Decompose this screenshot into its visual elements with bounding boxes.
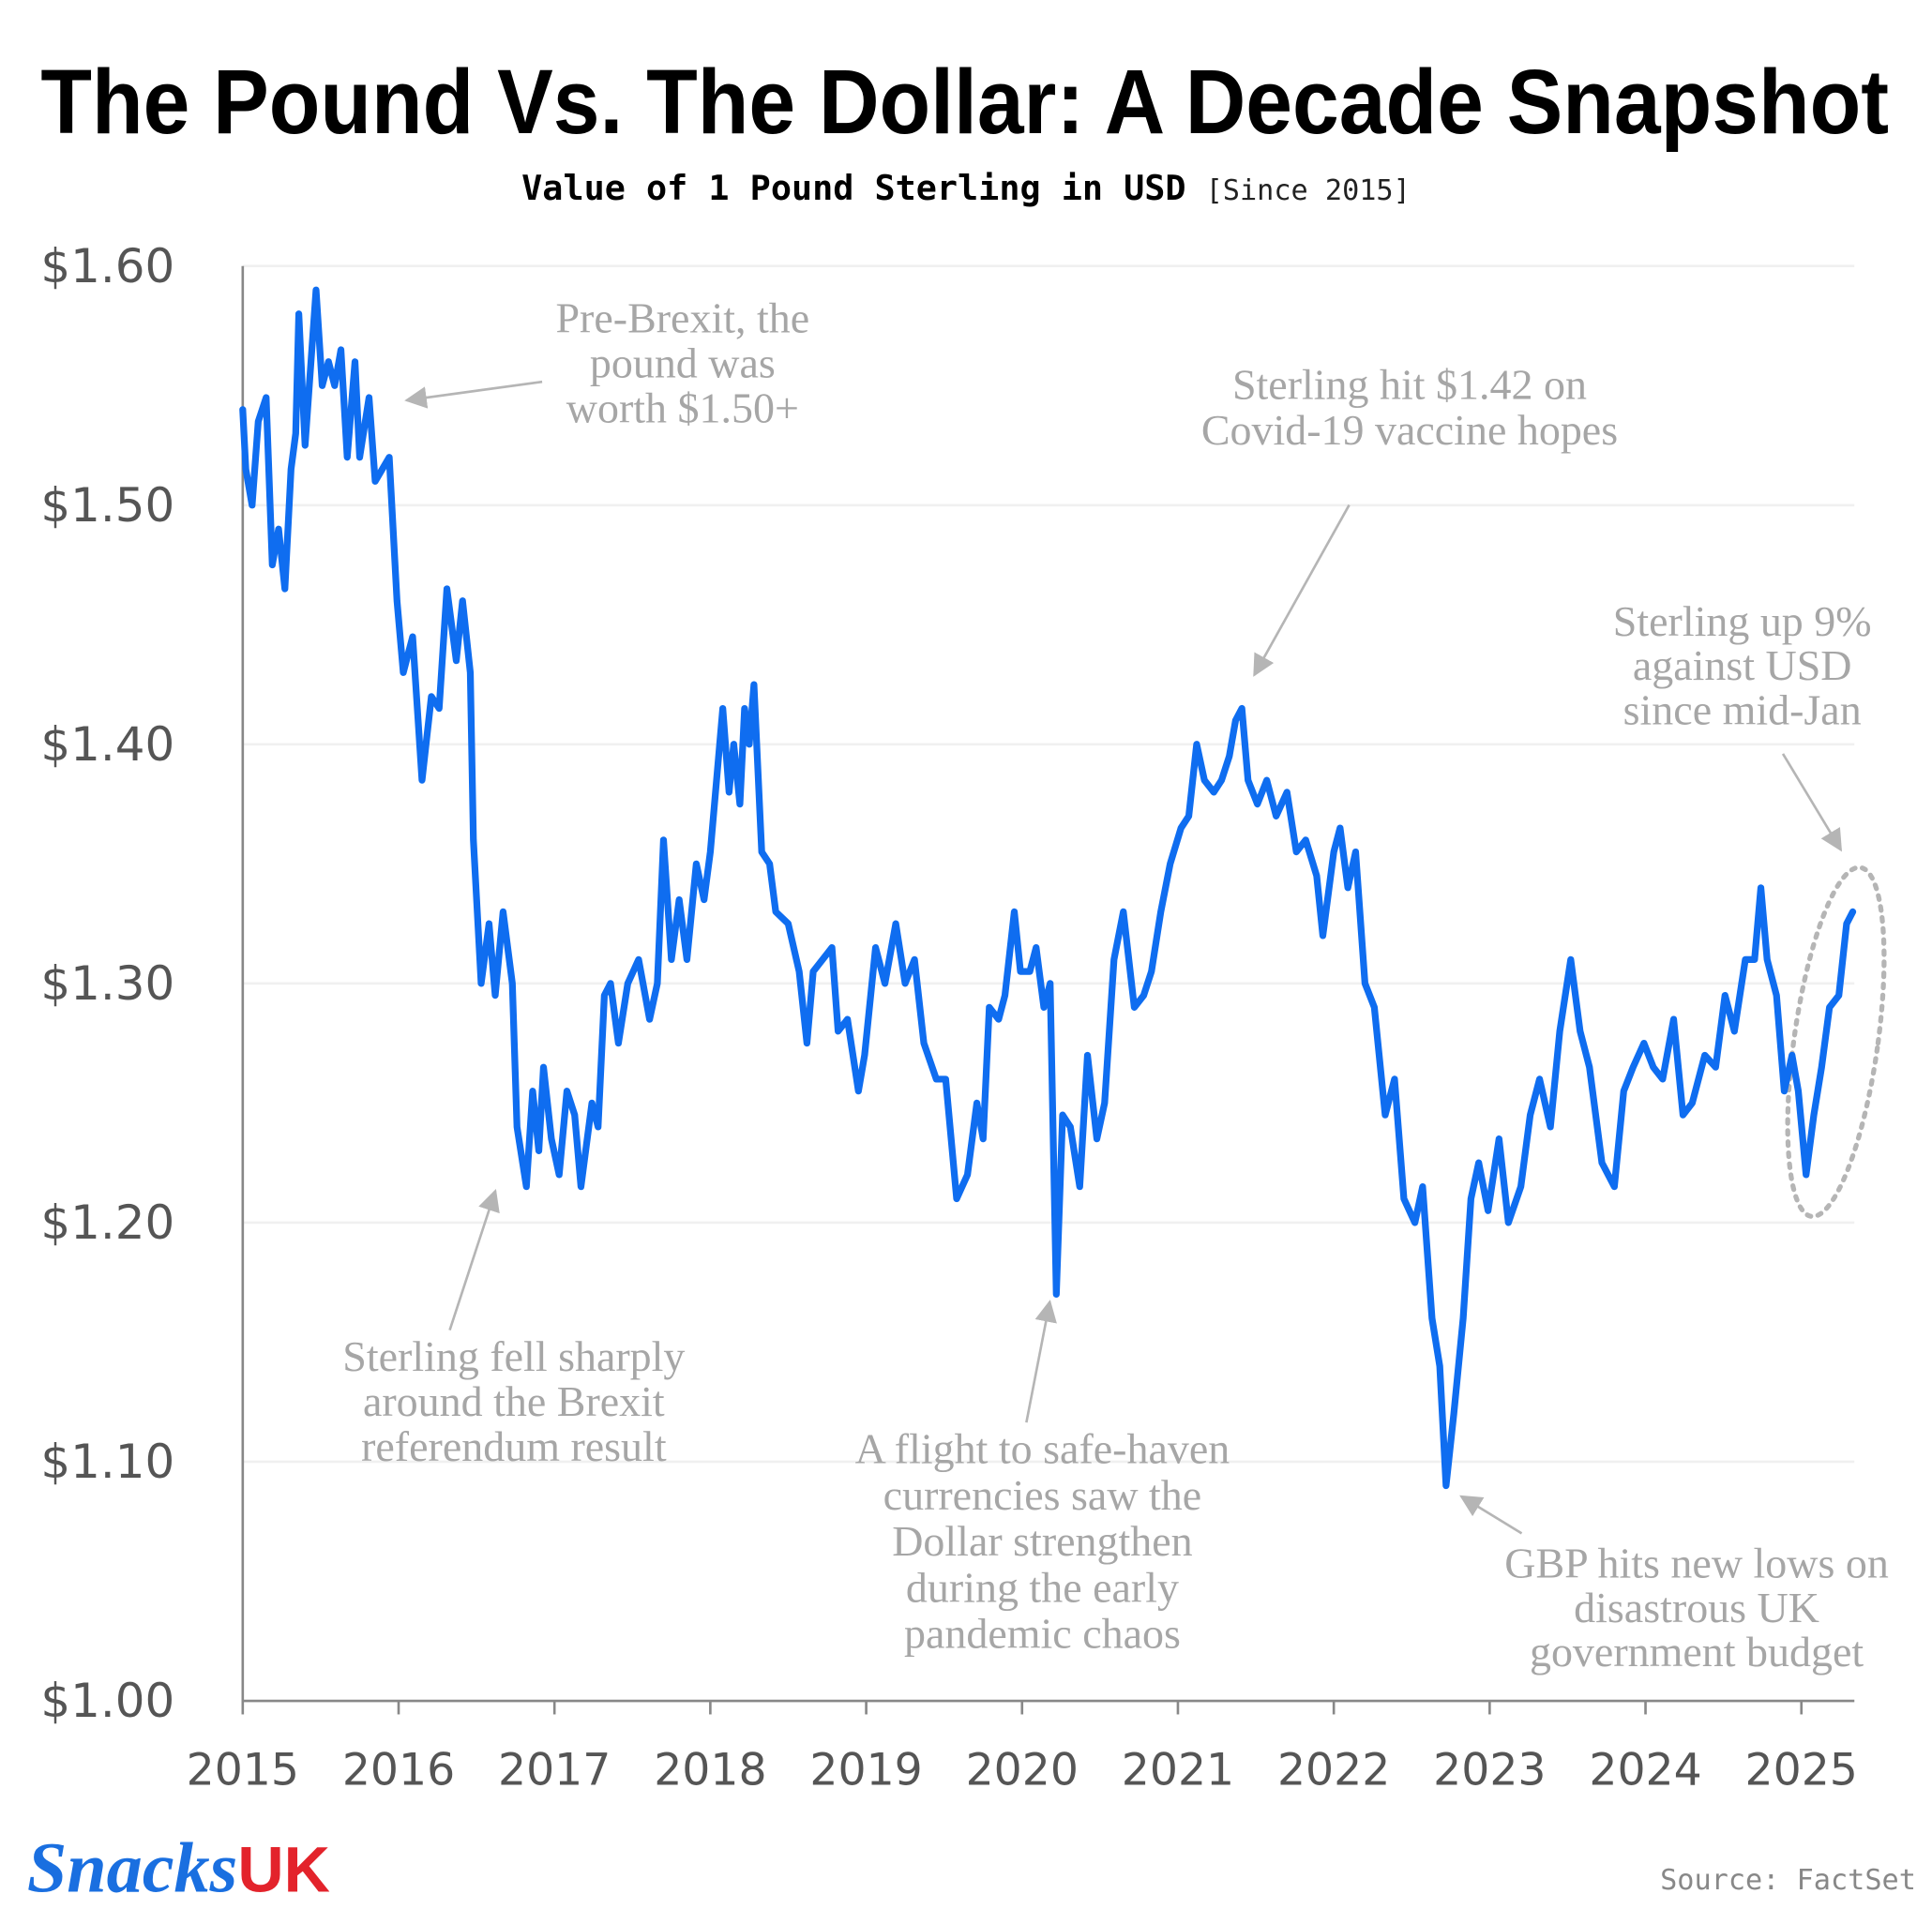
x-tick-label: 2020: [966, 1744, 1079, 1796]
annotation-text: pandemic chaos: [904, 1610, 1181, 1658]
annotation-arrow: [448, 1188, 500, 1331]
annotation-text: government budget: [1530, 1628, 1864, 1676]
highlight-ellipse: [1785, 864, 1887, 1220]
x-tick-label: 2024: [1589, 1744, 1701, 1796]
subtitle: Value of 1 Pound Sterling in USD: [521, 168, 1185, 208]
annotation-arrow: [1253, 504, 1351, 677]
annotation-text: disastrous UK: [1574, 1584, 1819, 1631]
y-tick-label: $1.30: [40, 956, 174, 1011]
annotation-text: since mid-Jan: [1623, 685, 1862, 733]
annotation-text: A flight to safe-haven: [855, 1424, 1230, 1472]
x-tick-label: 2019: [809, 1744, 922, 1796]
y-tick-label: $1.40: [40, 717, 174, 772]
x-tick-label: 2016: [342, 1744, 455, 1796]
annotation-text: against USD: [1633, 641, 1852, 689]
x-tick-label: 2025: [1745, 1744, 1858, 1796]
annotation-text: Covid-19 vaccine hopes: [1201, 406, 1618, 454]
x-tick-label: 2023: [1433, 1744, 1546, 1796]
annotation-text: worth $1.50+: [566, 384, 799, 432]
annotation-arrow: [1781, 753, 1843, 852]
annotation-text: pound was: [590, 339, 776, 387]
logo-suffix: UK: [237, 1835, 330, 1906]
chart-title: The Pound Vs. The Dollar: A Decade Snaps…: [40, 51, 1889, 153]
annotation-text: Pre-Brexit, the: [555, 294, 809, 342]
annotation-text: Sterling fell sharply: [342, 1332, 685, 1380]
logo-brand: Snacks: [27, 1829, 237, 1908]
annotation-text: GBP hits new lows on: [1504, 1540, 1889, 1587]
source: Source: FactSet: [1660, 1864, 1916, 1897]
annotation-arrow: [1459, 1495, 1523, 1535]
annotation-arrow: [1025, 1300, 1057, 1423]
data-line: [239, 286, 1857, 1490]
y-tick-label: $1.00: [40, 1674, 174, 1728]
y-tick-label: $1.20: [40, 1195, 174, 1250]
y-tick-label: $1.50: [40, 478, 174, 533]
annotation-text: Sterling up 9%: [1613, 597, 1872, 645]
y-tick-label: $1.60: [40, 239, 174, 293]
x-tick-label: 2017: [498, 1744, 611, 1796]
annotation-text: currencies saw the: [883, 1471, 1202, 1519]
annotation-arrow: [404, 380, 543, 409]
annotation-text: during the early: [906, 1563, 1179, 1611]
annotation-text: Sterling hit $1.42 on: [1232, 361, 1587, 409]
annotation-text: referendum result: [361, 1422, 667, 1470]
logo: SnacksUK: [27, 1829, 330, 1908]
subtitle-note: [Since 2015]: [1206, 174, 1411, 207]
annotation-text: Dollar strengthen: [892, 1517, 1192, 1565]
x-tick-label: 2022: [1277, 1744, 1390, 1796]
x-tick-label: 2015: [187, 1744, 299, 1796]
x-tick-label: 2018: [654, 1744, 766, 1796]
annotation-text: around the Brexit: [363, 1377, 665, 1425]
y-tick-label: $1.10: [40, 1435, 174, 1489]
chart-subtitle: Value of 1 Pound Sterling in USD [Since …: [521, 168, 1411, 208]
x-tick-label: 2021: [1122, 1744, 1234, 1796]
